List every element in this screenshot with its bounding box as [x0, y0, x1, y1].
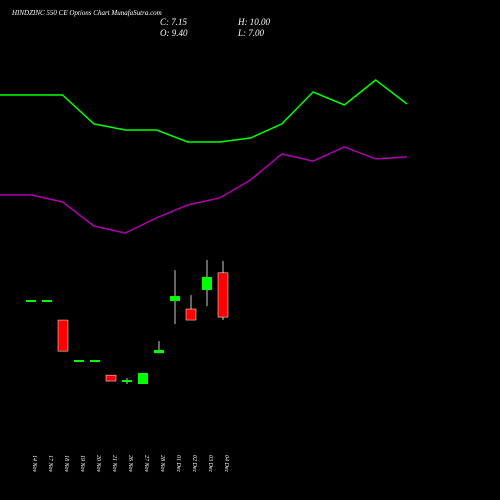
- x-tick-label: 19 Nov: [79, 455, 85, 473]
- x-tick-label: 27 Nov: [143, 455, 149, 473]
- x-tick-label: 26 Nov: [127, 455, 133, 473]
- candle-body: [90, 359, 100, 362]
- x-tick-label: 17 Nov: [47, 455, 53, 473]
- candle-body: [122, 380, 132, 383]
- x-tick-label: 20 Nov: [95, 455, 101, 473]
- x-tick-label: 04 Dec: [223, 455, 230, 472]
- stat-close: C: 7.15: [160, 17, 188, 27]
- x-tick-label: 21 Nov: [111, 455, 117, 473]
- indicator-line: [0, 79, 408, 143]
- candle-body: [26, 299, 36, 302]
- candle-body: [57, 319, 69, 352]
- x-tick-label: 02 Dec: [191, 455, 197, 472]
- candle-body: [154, 349, 164, 354]
- stat-high: H: 10.00: [237, 17, 270, 27]
- candle-body: [170, 296, 180, 301]
- candle-body: [185, 308, 197, 321]
- candle-body: [138, 372, 148, 384]
- chart-title: HINDZINC 550 CE Options Chart MunafaSutr…: [11, 9, 162, 17]
- candle-body: [202, 276, 212, 290]
- x-tick-label: 18 Nov: [63, 455, 69, 473]
- stat-low: L: 7.00: [237, 28, 265, 38]
- candle-body: [42, 299, 52, 302]
- candle-body: [217, 272, 229, 318]
- x-tick-label: 01 Dec: [175, 455, 181, 472]
- stat-open: O: 9.40: [160, 28, 188, 38]
- x-tick-label: 03 Dec: [207, 455, 213, 472]
- candle-body: [105, 374, 117, 382]
- x-tick-label: 14 Nov: [31, 455, 38, 473]
- x-tick-label: 28 Nov: [159, 455, 165, 473]
- indicator-line: [0, 146, 408, 234]
- candle-body: [74, 359, 84, 362]
